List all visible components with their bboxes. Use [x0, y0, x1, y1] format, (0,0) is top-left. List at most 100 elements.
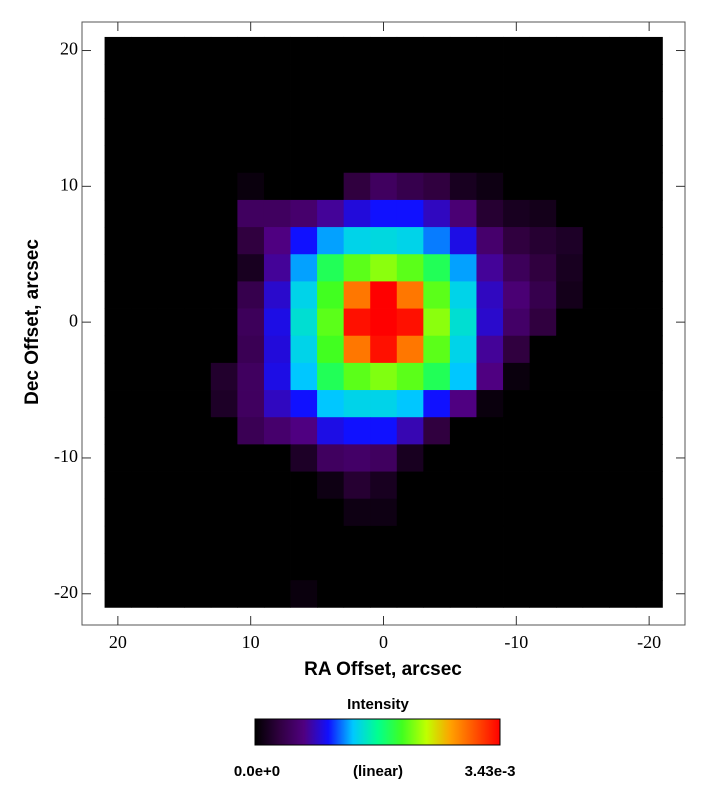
heatmap-cell: [157, 254, 185, 282]
heatmap-cell: [423, 471, 451, 500]
heatmap-cell: [131, 471, 159, 500]
heatmap-cell: [210, 525, 238, 554]
heatmap-cell: [317, 281, 345, 309]
heatmap-cell: [423, 118, 451, 146]
heatmap-cell: [370, 91, 398, 119]
heatmap-cell: [503, 417, 531, 445]
heatmap-cell: [157, 471, 185, 500]
heatmap-cell: [131, 335, 159, 364]
heatmap-cell: [104, 36, 132, 65]
heatmap-cell: [449, 525, 477, 554]
heatmap-cell: [609, 525, 637, 554]
heatmap-cell: [529, 335, 557, 364]
colorbar-tick-label: 3.43e-3: [465, 763, 516, 780]
heatmap-cell: [449, 227, 477, 255]
heatmap-cell: [343, 36, 371, 65]
heatmap-cell: [184, 254, 212, 282]
heatmap-cell: [104, 308, 132, 337]
heatmap-cell: [210, 335, 238, 364]
heatmap-cell: [396, 64, 424, 92]
heatmap-cell: [317, 308, 345, 337]
heatmap-cell: [131, 525, 159, 554]
heatmap-cell: [290, 118, 318, 146]
heatmap-cell: [210, 498, 238, 527]
heatmap-cell: [317, 335, 345, 364]
heatmap-cell: [396, 444, 424, 472]
heatmap-cell: [476, 91, 504, 119]
heatmap-cell: [263, 91, 291, 119]
heatmap-cell: [157, 417, 185, 445]
heatmap-cell: [131, 199, 159, 228]
heatmap-cell: [317, 36, 345, 65]
heatmap-cell: [396, 362, 424, 391]
heatmap-cell: [556, 525, 584, 554]
heatmap-cell: [635, 254, 663, 282]
heatmap-cell: [635, 118, 663, 146]
heatmap-cell: [317, 172, 345, 201]
heatmap-cell: [210, 145, 238, 174]
heatmap-cell: [343, 145, 371, 174]
heatmap-cell: [582, 145, 610, 174]
heatmap-cell: [529, 308, 557, 337]
heatmap-cell: [396, 553, 424, 581]
heatmap-cell: [476, 362, 504, 391]
heatmap-cell: [529, 417, 557, 445]
heatmap-cell: [556, 227, 584, 255]
heatmap-cell: [503, 199, 531, 228]
heatmap-cell: [210, 471, 238, 500]
heatmap-cell: [290, 553, 318, 581]
heatmap-cell: [157, 145, 185, 174]
heatmap-cell: [370, 390, 398, 418]
heatmap-cell: [104, 525, 132, 554]
heatmap-cell: [529, 580, 557, 608]
heatmap-cell: [449, 471, 477, 500]
heatmap-cell: [131, 281, 159, 309]
heatmap-cell: [529, 254, 557, 282]
heatmap-cell: [449, 199, 477, 228]
y-tick-label: 10: [60, 174, 78, 194]
heatmap-cell: [210, 36, 238, 65]
y-tick-label: -10: [54, 446, 78, 466]
colorbar-title: Intensity: [347, 696, 409, 713]
heatmap-cell: [556, 91, 584, 119]
heatmap-cell: [556, 335, 584, 364]
heatmap-cell: [210, 444, 238, 472]
heatmap-cell: [184, 199, 212, 228]
heatmap-cell: [503, 281, 531, 309]
heatmap-cell: [635, 145, 663, 174]
heatmap-cell: [476, 417, 504, 445]
heatmap-cell: [157, 118, 185, 146]
heatmap-cell: [157, 390, 185, 418]
heatmap-cell: [582, 308, 610, 337]
heatmap-cell: [104, 390, 132, 418]
heatmap-cell: [157, 553, 185, 581]
heatmap-cell: [582, 417, 610, 445]
heatmap-cell: [503, 172, 531, 201]
heatmap-cell: [556, 498, 584, 527]
heatmap-cell: [503, 36, 531, 65]
heatmap-cell: [529, 91, 557, 119]
heatmap-cell: [449, 580, 477, 608]
heatmap-cell: [396, 390, 424, 418]
heatmap-cell: [529, 64, 557, 92]
heatmap-cell: [104, 580, 132, 608]
heatmap-cell: [529, 36, 557, 65]
heatmap-cell: [131, 172, 159, 201]
heatmap-cell: [635, 335, 663, 364]
heatmap-cell: [131, 362, 159, 391]
heatmap-cell: [609, 580, 637, 608]
heatmap-cell: [317, 227, 345, 255]
heatmap-cell: [131, 64, 159, 92]
heatmap-cell: [263, 172, 291, 201]
heatmap-cell: [449, 444, 477, 472]
heatmap-cell: [237, 444, 265, 472]
heatmap-cell: [343, 254, 371, 282]
heatmap-cell: [131, 390, 159, 418]
heatmap-cell: [423, 91, 451, 119]
heatmap-cell: [184, 444, 212, 472]
heatmap-cell: [609, 362, 637, 391]
heatmap-cell: [290, 362, 318, 391]
heatmap-cell: [503, 308, 531, 337]
heatmap-cell: [449, 254, 477, 282]
heatmap-cell: [317, 64, 345, 92]
